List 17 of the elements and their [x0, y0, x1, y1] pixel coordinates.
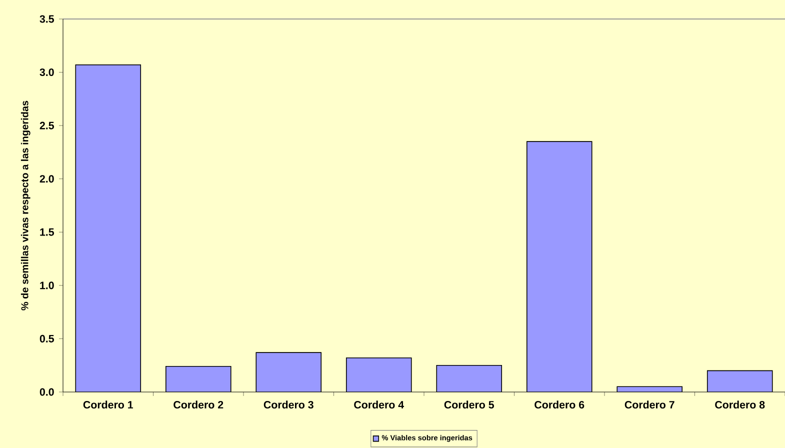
y-tick-label: 0.0 — [40, 388, 54, 396]
x-tick-label: Cordero 7 — [624, 400, 674, 409]
y-tick-label: 3.0 — [40, 68, 54, 76]
y-tick-label: 2.0 — [40, 175, 54, 183]
y-tick-label: 1.5 — [40, 228, 54, 236]
x-tick-label: Cordero 8 — [715, 400, 765, 409]
y-tick-label: 0.5 — [40, 334, 54, 342]
x-tick-label: Cordero 6 — [534, 400, 584, 409]
y-tick-label: 3.5 — [40, 15, 54, 23]
x-tick-label: Cordero 5 — [444, 400, 494, 409]
x-tick-label: Cordero 4 — [354, 400, 404, 409]
y-axis-title: % de semillas vivas respecto a las ingeridas — [20, 100, 30, 310]
x-tick-label: Cordero 3 — [264, 400, 314, 409]
x-tick-label: Cordero 2 — [174, 400, 224, 409]
x-tick-label: Cordero 1 — [83, 400, 134, 409]
y-tick-label: 2.5 — [40, 122, 54, 130]
y-tick-label: 1.0 — [40, 282, 54, 290]
